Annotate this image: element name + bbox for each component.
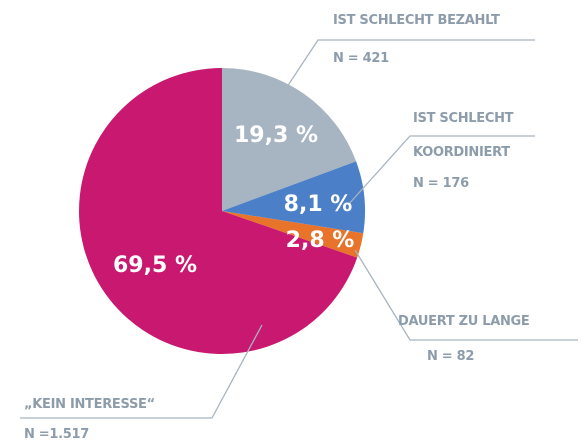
leader-line xyxy=(20,324,263,419)
leader-line xyxy=(354,249,578,341)
leader-line xyxy=(274,39,535,106)
pie-slice xyxy=(222,211,364,258)
count-label: N = 82 xyxy=(427,349,475,364)
value-label: 8,1 % xyxy=(284,192,353,217)
value-label: 19,3 % xyxy=(234,123,318,148)
pie-slice xyxy=(222,68,357,211)
category-label: „KEIN INTERESSE“ xyxy=(24,397,155,412)
leader-line xyxy=(347,135,535,206)
count-label: N = 176 xyxy=(413,176,469,191)
count-label: N = 421 xyxy=(333,51,389,66)
pie-slice xyxy=(222,161,365,234)
category-label: DAUERT ZU LANGE xyxy=(398,314,530,329)
value-label: 69,5 % xyxy=(113,253,197,278)
value-label: 2,8 % xyxy=(286,228,355,253)
category-label: IST SCHLECHT BEZAHLT xyxy=(333,13,500,28)
count-label: N =1.517 xyxy=(24,427,90,442)
category-label: IST SCHLECHT KOORDINIERT xyxy=(413,111,514,160)
pie-slice xyxy=(78,68,358,354)
